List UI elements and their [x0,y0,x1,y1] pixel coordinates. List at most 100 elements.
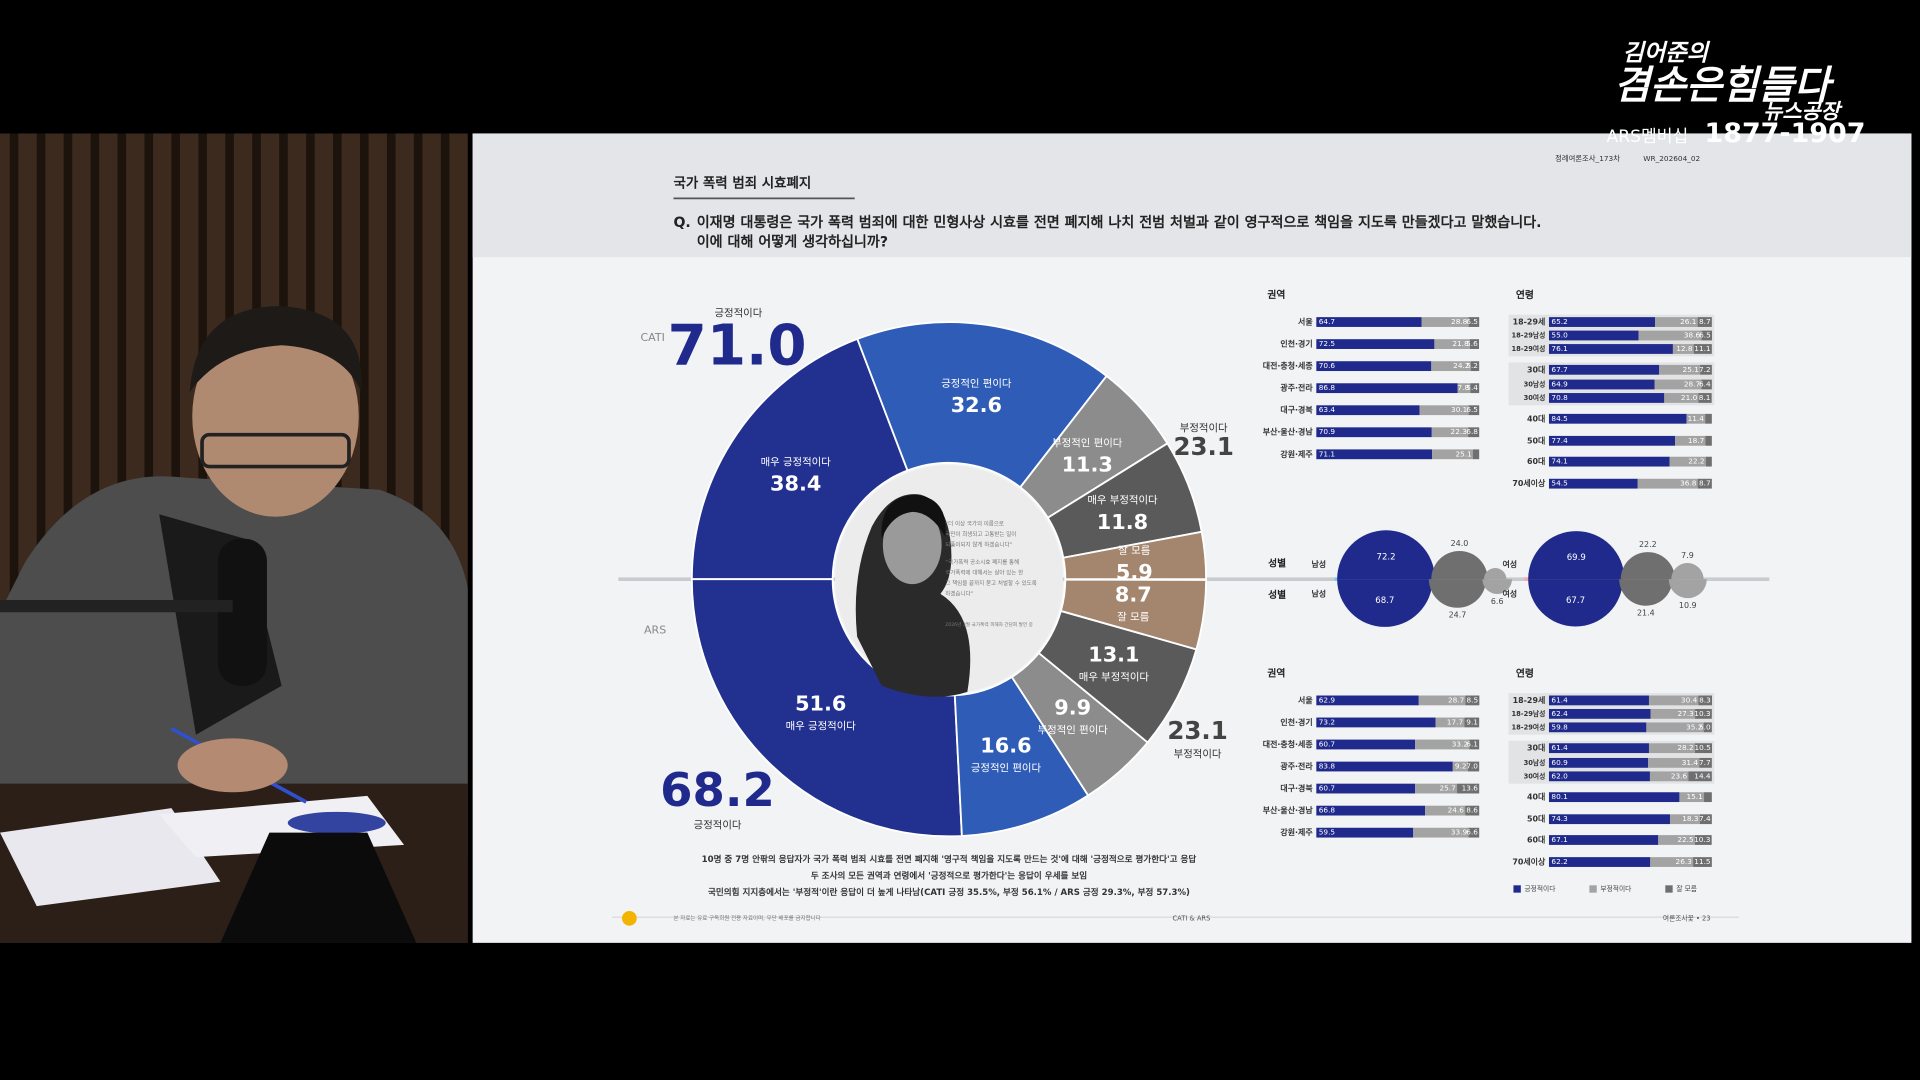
panel-title: 연령 [1516,667,1534,679]
bar-value: 59.8 [1551,722,1568,731]
bar-value: 10.3 [1694,835,1711,844]
bar-value: 8.7 [1699,479,1711,488]
segment-value: 32.6 [951,393,1002,417]
bubble-value: 72.2 [1377,553,1396,563]
bar-segment [1316,339,1435,349]
bar-value: 28.7 [1684,379,1701,388]
bar-segment [1548,344,1673,354]
category-label: 18-29여성 [1511,344,1545,353]
bar-value: 7.2 [1699,365,1711,374]
bar-value: 10.3 [1694,709,1711,718]
quote: 국민이 희생되고 고통받는 일이 [945,530,1016,538]
bar-value: 6.5 [1466,317,1478,326]
bar-segment [1669,814,1700,825]
bar-value: 6.8 [1466,427,1478,436]
bar-segment [1465,695,1480,706]
segment-value: 16.6 [980,734,1031,758]
segment-label: 매우 부정적이다 [1087,495,1158,507]
bar-segment [1548,435,1676,446]
bar-segment [1548,792,1680,803]
slide: 국가 폭력 범죄 시효폐지 정례여론조사_173차 WR_202604_02 Q… [472,133,1912,943]
bar-segment [1452,761,1468,772]
bar-segment [1457,783,1480,794]
bar-value: 38.6 [1684,331,1701,340]
bubble [1528,531,1625,580]
segment-label: 매우 긍정적이다 [761,457,832,469]
footer-center: CATI & ARS [1172,914,1210,922]
bar-segment [1654,379,1702,390]
slide-header [472,133,1912,258]
bar-segment [1421,317,1469,327]
ars-number: 1877-1907 [1704,118,1865,149]
bar-value: 64.9 [1551,379,1568,388]
bar-value: 11.1 [1694,344,1710,353]
category-label: 18-29세 [1513,695,1546,705]
bar-value: 83.8 [1319,762,1336,771]
segment-value: 9.9 [1054,695,1091,719]
logo-text: 겸손은힘들다 [1614,64,1835,109]
bubble-value: 67.7 [1566,596,1585,606]
bubble [1483,567,1507,580]
logo-text: 뉴스공장 [1763,100,1843,124]
survey-name: CATI [640,331,664,344]
bar-value: 24.2 [1453,361,1469,370]
legend-label: 부정적이다 [1600,884,1631,893]
bar-value: 25.1 [1683,365,1699,374]
bar-value: 11.4 [1688,414,1705,423]
category-label: 18-29세 [1513,317,1546,327]
note: 국민의힘 지지층에서는 '부정적'이란 응답이 더 높게 나타남(CATI 긍정… [708,886,1190,898]
bar-value: 22.3 [1451,427,1468,436]
segment-value: 11.8 [1097,510,1148,534]
bar-value: 67.1 [1551,835,1567,844]
category-label: 30대 [1527,364,1545,374]
bar-segment [1658,835,1695,845]
bar-segment [1316,427,1432,438]
bar-segment [1699,814,1712,825]
panel-title: 권역 [1267,288,1285,301]
bar-segment [1638,330,1702,341]
bar-value: 7.8 [1458,383,1470,392]
bar-value: 60.7 [1319,784,1336,793]
bar-value: 7.0 [1466,762,1478,771]
bar-segment [1316,317,1422,327]
bar-segment [1316,739,1416,750]
quote: 2026년 3월 국가폭력 피해자 간담회 발언 중 [945,621,1033,628]
bar-segment [1472,449,1480,460]
category-label: 70세이상 [1512,857,1546,867]
segment-value: 38.4 [770,472,821,496]
section-title: 국가 폭력 범죄 시효폐지 [673,176,811,192]
category-label: 30여성 [1524,393,1546,402]
bar-segment [1316,383,1458,394]
bar-value: 35.2 [1686,722,1702,731]
segment-label: 부정적인 편이다 [1052,437,1123,450]
bar-value: 70.6 [1319,361,1336,370]
category-label: 서울 [1298,695,1313,705]
bar-value: 65.2 [1551,317,1567,326]
bubble [1671,563,1704,580]
bar-segment [1659,364,1701,375]
bar-value: 33.2 [1452,739,1468,748]
bar-segment [1701,330,1712,341]
bar-segment [1548,857,1651,867]
bar-segment [1316,695,1419,706]
bar-value: 8.5 [1466,695,1478,704]
bar-segment [1697,317,1712,327]
bar-segment [1468,317,1480,327]
bar-value: 5.4 [1466,383,1478,392]
category-label: 30여성 [1524,771,1546,780]
bar-value: 70.8 [1551,393,1568,402]
bar-value: 22.5 [1677,835,1694,844]
bar-value: 9.1 [1466,717,1478,726]
bar-segment [1548,413,1687,424]
donut-segment [690,578,963,838]
total-label: 긍정적이다 [714,307,762,319]
category-label: 60대 [1527,456,1545,466]
bar-value: 76.1 [1551,344,1567,353]
legend-swatch [1665,885,1673,893]
category-label: 18-29남성 [1511,709,1545,718]
category-label: 서울 [1298,317,1313,327]
bar-segment [1469,739,1480,750]
bubble [1528,579,1623,627]
quote: 그 책임을 끝까지 묻고 처벌할 수 있도록 [945,579,1036,587]
